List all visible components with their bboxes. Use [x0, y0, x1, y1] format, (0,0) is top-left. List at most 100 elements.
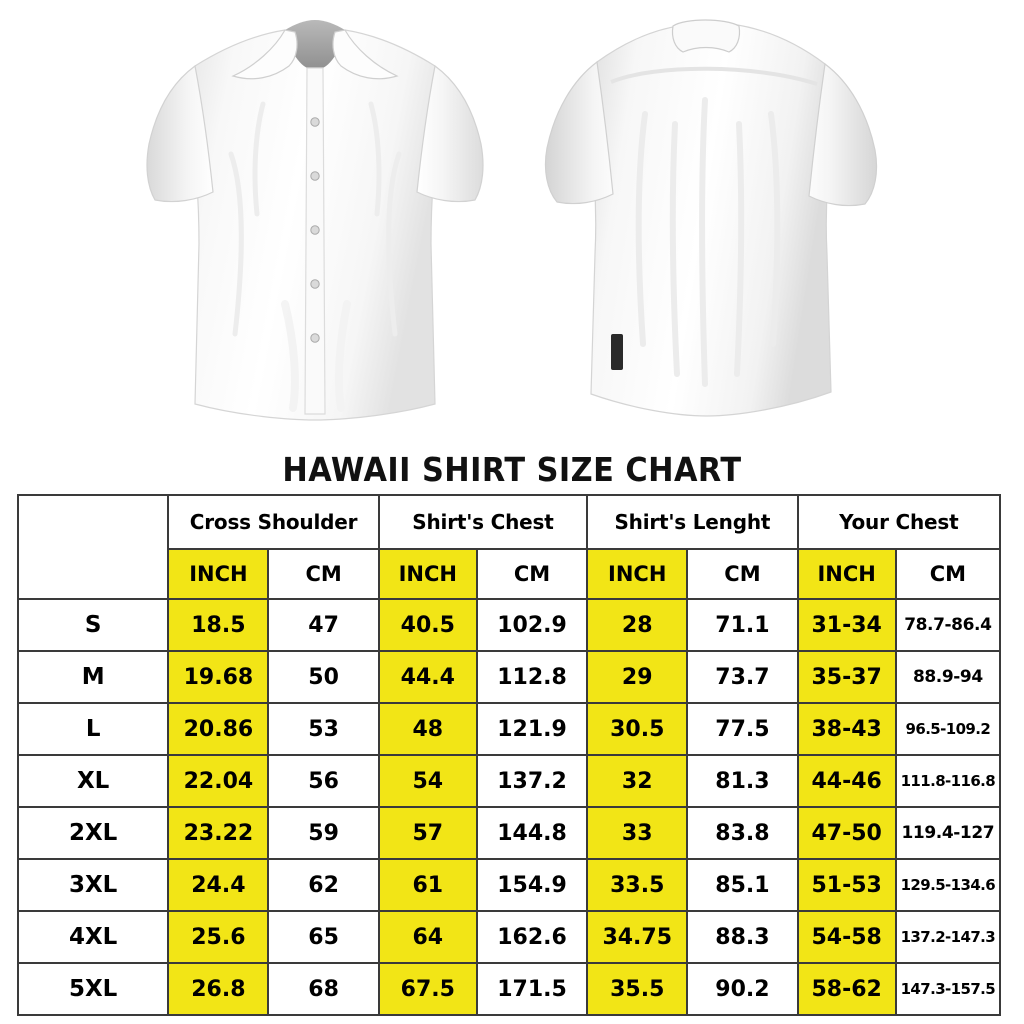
cell-cross-shoulder-inch: 26.8 — [167, 962, 270, 1016]
unit-header-shirts-chest-cm: CM — [475, 548, 589, 600]
cell-shirts-lenght-inch: 33 — [586, 806, 689, 860]
shirt-body-back — [588, 23, 834, 417]
cell-your-chest-inch: 35-37 — [796, 650, 897, 704]
group-header-cross-shoulder: Cross Shoulder — [167, 494, 380, 550]
shirt-button — [310, 171, 320, 181]
page-title: HAWAII SHIRT SIZE CHART — [282, 450, 742, 489]
cell-cross-shoulder-cm: 56 — [267, 754, 380, 808]
cell-cross-shoulder-inch: 23.22 — [167, 806, 270, 860]
cell-shirts-chest-inch: 54 — [377, 754, 478, 808]
shirt-back-view — [525, 4, 885, 444]
group-header-shirts-lenght: Shirt's Lenght — [586, 494, 799, 550]
cell-shirts-lenght-inch: 33.5 — [586, 858, 689, 912]
cell-shirts-lenght-cm: 88.3 — [686, 910, 799, 964]
cell-shirts-lenght-inch: 29 — [586, 650, 689, 704]
cell-shirts-lenght-inch: 32 — [586, 754, 689, 808]
unit-header-your-chest-inch: INCH — [796, 548, 897, 600]
cell-cross-shoulder-cm: 47 — [267, 598, 380, 652]
shirt-illustrations — [0, 0, 1024, 448]
cell-shirts-chest-cm: 162.6 — [475, 910, 589, 964]
cell-your-chest-inch: 31-34 — [796, 598, 897, 652]
unit-header-your-chest-cm: CM — [894, 548, 1002, 600]
cell-cross-shoulder-inch: 19.68 — [167, 650, 270, 704]
sleeve-left-back — [544, 60, 614, 205]
sleeve-right — [416, 64, 484, 203]
cell-shirts-lenght-cm: 71.1 — [686, 598, 799, 652]
cell-your-chest-cm: 88.9-94 — [894, 650, 1002, 704]
size-label: 4XL — [16, 910, 170, 964]
cell-shirts-lenght-inch: 28 — [586, 598, 689, 652]
cell-your-chest-cm: 137.2-147.3 — [894, 910, 1002, 964]
cell-your-chest-inch: 51-53 — [796, 858, 897, 912]
cell-shirts-lenght-inch: 35.5 — [586, 962, 689, 1016]
cell-shirts-chest-inch: 57 — [377, 806, 478, 860]
cell-cross-shoulder-cm: 68 — [267, 962, 380, 1016]
cell-cross-shoulder-inch: 20.86 — [167, 702, 270, 756]
cell-cross-shoulder-inch: 22.04 — [167, 754, 270, 808]
table-row: 2XL 23.22 59 57 144.8 33 83.8 47-50 119.4-127 — [16, 806, 1002, 860]
cell-shirts-chest-cm: 102.9 — [475, 598, 589, 652]
shirt-button — [310, 117, 320, 127]
size-chart-table: Cross Shoulder Shirt's Chest Shirt's Len… — [16, 494, 1002, 1016]
button-placket — [304, 67, 326, 415]
table-row: 3XL 24.4 62 61 154.9 33.5 85.1 51-53 129.5-134.6 — [16, 858, 1002, 912]
fabric-folds — [228, 101, 402, 337]
cell-your-chest-inch: 38-43 — [796, 702, 897, 756]
cell-shirts-lenght-cm: 77.5 — [686, 702, 799, 756]
unit-header-shirts-lenght-cm: CM — [686, 548, 799, 600]
cell-your-chest-cm: 96.5-109.2 — [894, 702, 1002, 756]
cell-your-chest-cm: 111.8-116.8 — [894, 754, 1002, 808]
group-header-row: Cross Shoulder Shirt's Chest Shirt's Len… — [16, 494, 1002, 600]
group-header-your-chest: Your Chest — [796, 494, 1002, 550]
table-row: L 20.86 53 48 121.9 30.5 77.5 38-43 96.5-109.2 — [16, 702, 1002, 756]
cell-cross-shoulder-cm: 59 — [267, 806, 380, 860]
group-header-shirts-chest: Shirt's Chest — [377, 494, 589, 550]
shirt-button — [310, 225, 320, 235]
cell-shirts-chest-inch: 67.5 — [377, 962, 478, 1016]
cell-shirts-lenght-inch: 34.75 — [586, 910, 689, 964]
cell-shirts-chest-cm: 144.8 — [475, 806, 589, 860]
size-label: L — [16, 702, 170, 756]
table-corner-cell — [16, 494, 170, 600]
unit-header-shirts-lenght-inch: INCH — [586, 548, 689, 600]
sleeve-left — [146, 64, 214, 203]
cell-shirts-chest-cm: 112.8 — [475, 650, 589, 704]
table-row: XL 22.04 56 54 137.2 32 81.3 44-46 111.8-116.8 — [16, 754, 1002, 808]
cell-cross-shoulder-inch: 25.6 — [167, 910, 270, 964]
cell-shirts-chest-inch: 61 — [377, 858, 478, 912]
brand-tag — [611, 334, 623, 370]
yoke-seam — [610, 66, 818, 86]
cell-shirts-chest-inch: 40.5 — [377, 598, 478, 652]
cell-shirts-chest-cm: 171.5 — [475, 962, 589, 1016]
cell-shirts-chest-inch: 44.4 — [377, 650, 478, 704]
table-header: Cross Shoulder Shirt's Chest Shirt's Len… — [16, 494, 1002, 600]
cell-shirts-lenght-cm: 85.1 — [686, 858, 799, 912]
unit-header-cross-shoulder-cm: CM — [267, 548, 380, 600]
cell-shirts-chest-cm: 137.2 — [475, 754, 589, 808]
table-row: M 19.68 50 44.4 112.8 29 73.7 35-37 88.9-94 — [16, 650, 1002, 704]
cell-your-chest-cm: 78.7-86.4 — [894, 598, 1002, 652]
cell-your-chest-inch: 58-62 — [796, 962, 897, 1016]
table-body: S 18.5 47 40.5 102.9 28 71.1 31-34 78.7-86.4 M 19.… — [16, 598, 1002, 1016]
collar-right — [332, 29, 399, 80]
cell-your-chest-cm: 129.5-134.6 — [894, 858, 1002, 912]
cell-shirts-lenght-cm: 81.3 — [686, 754, 799, 808]
table-row: S 18.5 47 40.5 102.9 28 71.1 31-34 78.7-86.4 — [16, 598, 1002, 652]
cell-your-chest-inch: 44-46 — [796, 754, 897, 808]
shirt-button — [310, 279, 320, 289]
cell-your-chest-inch: 47-50 — [796, 806, 897, 860]
cell-cross-shoulder-inch: 18.5 — [167, 598, 270, 652]
cell-cross-shoulder-cm: 50 — [267, 650, 380, 704]
cell-shirts-lenght-cm: 83.8 — [686, 806, 799, 860]
size-label: 3XL — [16, 858, 170, 912]
neck-opening — [285, 20, 345, 70]
size-label: 5XL — [16, 962, 170, 1016]
cell-your-chest-cm: 147.3-157.5 — [894, 962, 1002, 1016]
unit-header-cross-shoulder-inch: INCH — [167, 548, 270, 600]
sleeve-right-back — [808, 62, 878, 207]
shirt-front-view — [135, 4, 495, 444]
cell-cross-shoulder-cm: 53 — [267, 702, 380, 756]
cell-your-chest-cm: 119.4-127 — [894, 806, 1002, 860]
cell-shirts-chest-inch: 64 — [377, 910, 478, 964]
